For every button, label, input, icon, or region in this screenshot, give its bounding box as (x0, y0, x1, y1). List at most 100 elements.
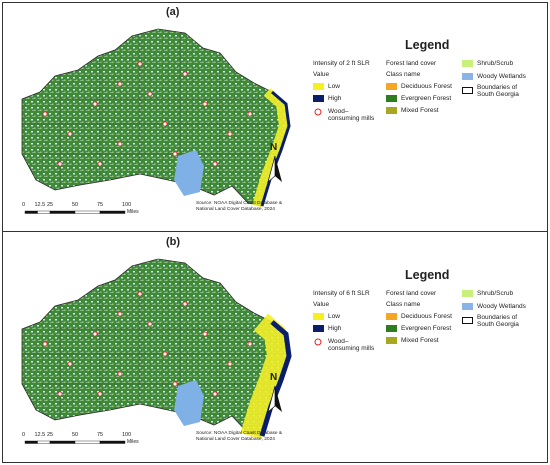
mill-icon (92, 101, 98, 107)
scale-tick: 0 (22, 432, 26, 438)
legend-title: Legend (405, 38, 450, 52)
scale-segment (74, 440, 101, 444)
legend-item: Wood–consuming mills (328, 338, 375, 353)
mill-icon (182, 301, 188, 307)
legend-item: Woody Wetlands (477, 73, 526, 80)
lake (174, 150, 204, 196)
legend-item: Shrub/Scrub (477, 60, 514, 67)
mill-icon (57, 391, 63, 397)
panel: (b) N 0 12.5 25 50 75 100 Miles Source: NOAA Digi… (0, 234, 550, 462)
scale-tick: 25 (47, 432, 54, 438)
panel-label: (a) (166, 6, 180, 18)
swatch-low (313, 313, 324, 320)
legend-item: Low (328, 83, 340, 90)
scale-tick: 25 (47, 202, 54, 208)
swatch-class (386, 95, 397, 102)
panel-label: (b) (166, 236, 181, 248)
swatch-high (313, 325, 324, 332)
legend-item: Wood–consuming mills (328, 108, 375, 123)
mill-icon (147, 321, 153, 327)
scale-segment (37, 210, 51, 214)
slr-low (240, 313, 290, 440)
legend-item: Deciduous Forest (401, 313, 452, 320)
legend-subheading: Class name (386, 301, 421, 308)
mill-icon (212, 391, 218, 397)
legend-subheading: Value (313, 71, 330, 78)
mill-icon (67, 361, 73, 367)
mill-legend-icon (314, 338, 322, 346)
legend-item: High (328, 95, 342, 102)
mill-icon (117, 311, 123, 317)
swatch-class (462, 73, 473, 80)
swatch-class (462, 290, 473, 297)
lake (174, 380, 204, 426)
mill-icon (202, 101, 208, 107)
swatch-high (313, 95, 324, 102)
scale-segment (74, 210, 101, 214)
map (21, 28, 322, 214)
mill-icon (162, 351, 168, 357)
scale-tick: 12.5 (34, 202, 46, 208)
legend-item: Deciduous Forest (401, 83, 452, 90)
swatch-boundary (462, 87, 473, 94)
mill-icon (67, 131, 73, 137)
source: Source: NOAA Digital Coast Database & Na… (196, 431, 283, 442)
mill-icon (227, 361, 233, 367)
mill-icon (117, 81, 123, 87)
divider (2, 231, 548, 232)
north-arrow (267, 155, 276, 184)
scale-segment (37, 440, 51, 444)
mill-icon (147, 91, 153, 97)
swatch-class (462, 60, 473, 67)
legend-item: Shrub/Scrub (477, 290, 514, 297)
scale-tick: 75 (97, 202, 104, 208)
north-arrow (267, 385, 276, 414)
legend-item: Evergreen Forest (401, 95, 452, 102)
swatch-class (386, 313, 397, 320)
swatch-class (386, 325, 397, 332)
mill-icon (92, 331, 98, 337)
mill-icon (182, 71, 188, 77)
legend-item: Boundaries of South Georgia (477, 84, 519, 99)
mill-icon (247, 341, 253, 347)
scale-segment (49, 210, 76, 214)
scale-segment (24, 440, 38, 444)
source: Source: NOAA Digital Coast Database & Na… (196, 201, 283, 212)
mill-icon (202, 331, 208, 337)
legend-heading: Forest land cover (386, 290, 437, 297)
mill-icon (97, 391, 103, 397)
swatch-class (386, 107, 397, 114)
region (21, 28, 290, 207)
mill-icon (212, 161, 218, 167)
legend-item: Evergreen Forest (401, 325, 452, 332)
north-label: N (270, 372, 278, 383)
mill-icon (117, 141, 123, 147)
scale-tick: 100 (122, 202, 132, 208)
mill-icon (172, 381, 178, 387)
legend-item: High (328, 325, 342, 332)
mill-icon (97, 161, 103, 167)
map (21, 258, 322, 444)
scale-segment (99, 440, 126, 444)
scale-segment (99, 210, 126, 214)
mill-icon (172, 151, 178, 157)
mill-legend-icon (314, 108, 322, 116)
north-arrow (275, 386, 282, 412)
scale-segment (49, 440, 76, 444)
slr-low (252, 88, 290, 208)
mill-icon (162, 121, 168, 127)
swatch-class (386, 337, 397, 344)
legend-item: Woody Wetlands (477, 303, 526, 310)
scale-tick: 50 (72, 432, 79, 438)
mill-icon (137, 291, 143, 297)
swatch-boundary (462, 317, 473, 324)
legend-subheading: Class name (386, 71, 421, 78)
north-arrow (275, 156, 282, 182)
mill-icon (42, 111, 48, 117)
scale-segment (24, 210, 38, 214)
mill-icon (227, 131, 233, 137)
swatch-class (462, 303, 473, 310)
mill-icon (57, 161, 63, 167)
